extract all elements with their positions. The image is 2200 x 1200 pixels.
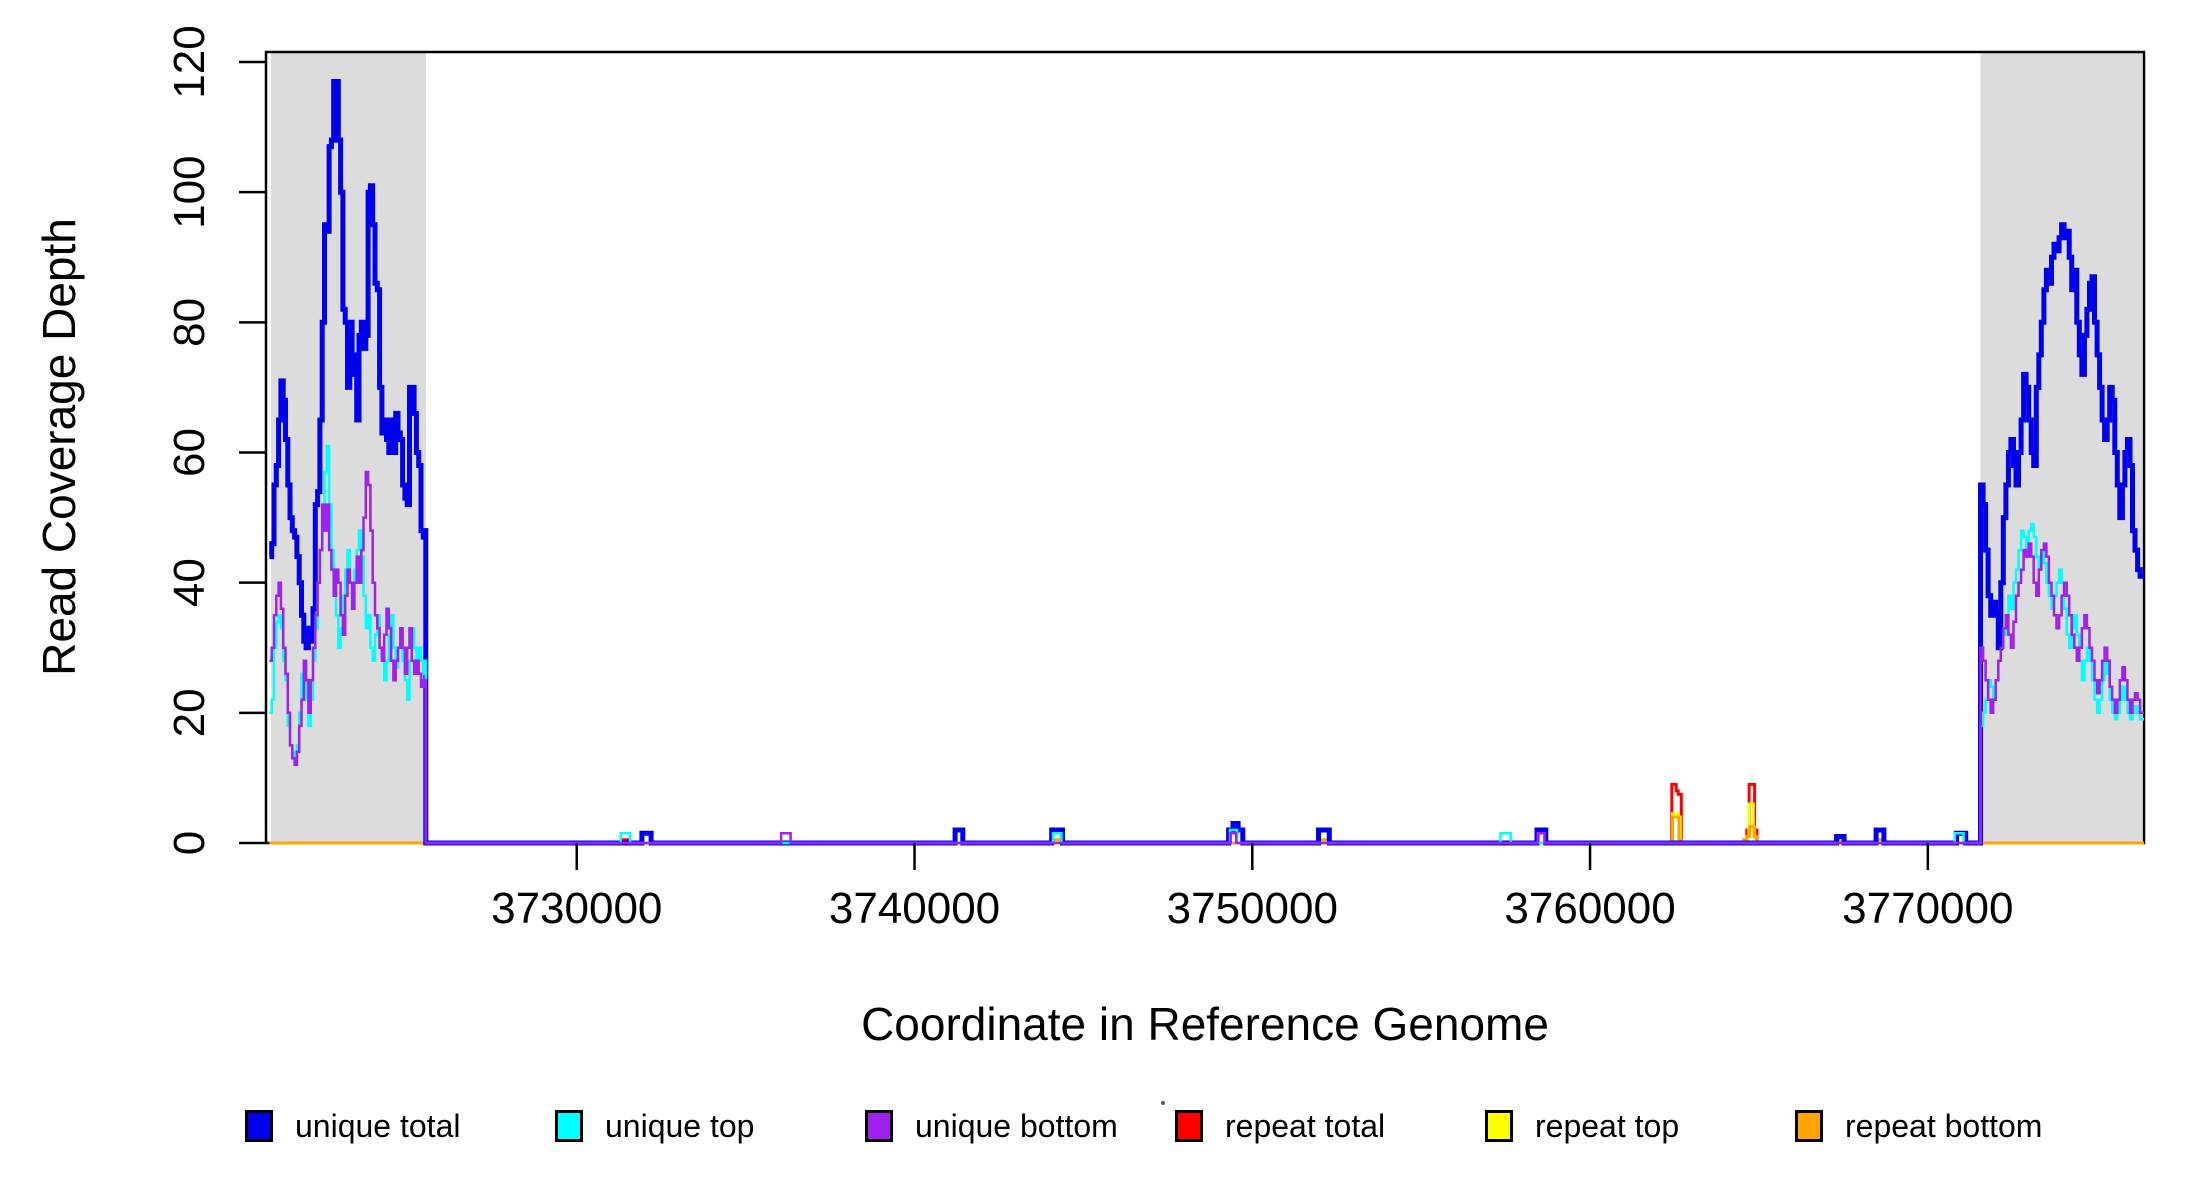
y-tick-label: 80 [165,298,214,347]
y-axis-title: Read Coverage Depth [33,218,85,676]
legend-swatch [1795,1110,1823,1142]
x-tick-label: 3760000 [1504,884,1675,933]
legend-swatch [1485,1110,1513,1142]
y-tick-label: 100 [165,155,214,228]
highlight-band [1980,51,2142,843]
x-tick-label: 3750000 [1167,884,1338,933]
legend-label: repeat total [1225,1107,1386,1144]
plot-frame [264,50,2146,845]
series-line-unique-bottom [269,470,2144,845]
series-line-repeat-bottom [269,815,2144,845]
legend-swatch [865,1110,893,1142]
legend-item-repeat-top: repeat top [1485,1108,1795,1145]
legend-item-unique-bottom: unique bottom [865,1108,1175,1145]
legend-swatch [1175,1110,1203,1142]
series-line-repeat-total [269,782,2144,845]
legend-item-repeat-total: repeat total [1175,1108,1485,1145]
y-tick-label: 0 [165,831,214,855]
legend: unique total unique top unique bottom repea… [245,1096,2105,1156]
legend-label: unique top [605,1107,755,1144]
legend-label: repeat top [1535,1107,1680,1144]
y-tick-label: 60 [165,428,214,477]
legend-item-repeat-bottom: repeat bottom [1795,1108,2105,1145]
legend-swatch [245,1110,273,1142]
legend-label: repeat bottom [1845,1107,2043,1144]
series-line-unique-top [269,444,2144,845]
x-axis-title: Coordinate in Reference Genome [861,998,1549,1050]
x-tick-label: 3730000 [491,884,662,933]
x-tick-label: 3740000 [829,884,1000,933]
legend-item-unique-top: unique top [555,1108,865,1145]
series-line-repeat-top [269,802,2144,845]
y-tick-label: 120 [165,25,214,98]
axes-layer: 3730000 3740000 3750000 3760000 3770000 0 20 40… [165,25,2013,933]
legend-stray-dot [1161,1101,1165,1105]
y-tick-label: 20 [165,688,214,737]
x-tick-label: 3770000 [1842,884,2013,933]
legend-swatch [555,1110,583,1142]
legend-item-unique-total: unique total [245,1108,555,1145]
y-tick-label: 40 [165,558,214,607]
legend-label: unique total [295,1107,461,1144]
highlight-bands-layer [271,51,2142,843]
series-line-unique-total [269,79,2144,846]
legend-label: unique bottom [915,1107,1118,1144]
series-layer [269,79,2144,846]
